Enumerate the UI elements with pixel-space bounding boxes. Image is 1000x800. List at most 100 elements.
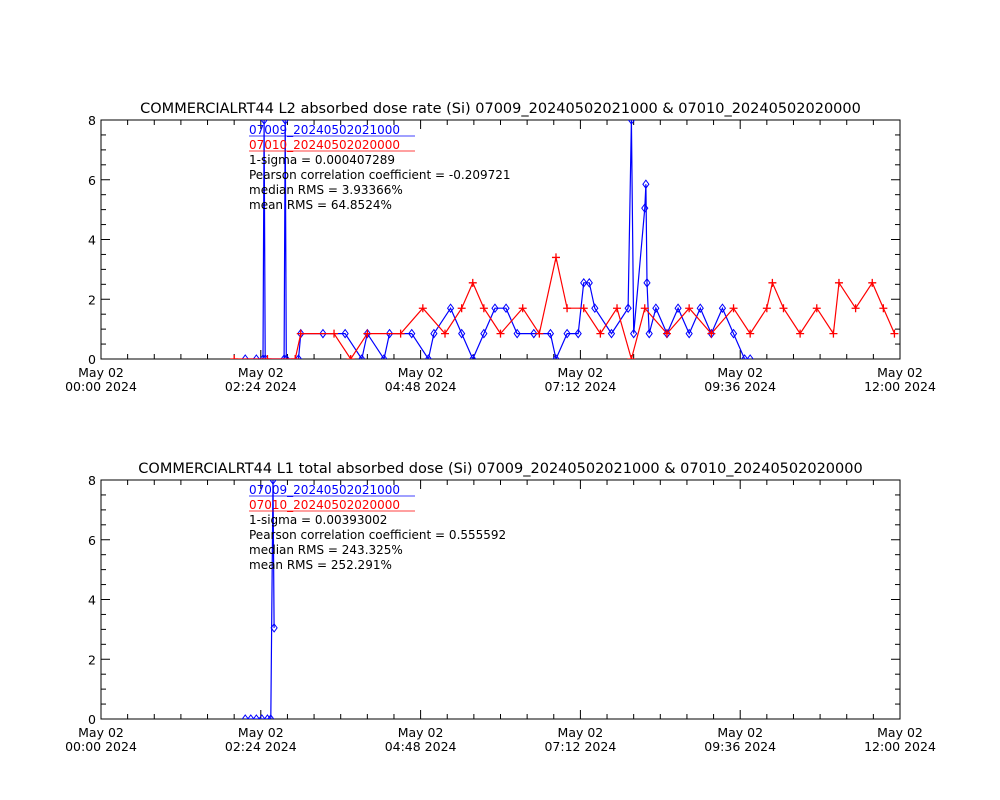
stats-annotation: median RMS = 3.93366% bbox=[249, 183, 403, 197]
y-tick-label: 2 bbox=[88, 292, 96, 307]
data-point-diamond bbox=[630, 328, 638, 339]
x-tick-label: May 02 12:00 2024 bbox=[864, 725, 936, 754]
data-point-plus bbox=[563, 304, 572, 313]
x-tick-label: May 02 09:36 2024 bbox=[704, 365, 776, 394]
data-point-plus bbox=[396, 329, 405, 338]
x-tick-time: 02:24 2024 bbox=[225, 379, 297, 394]
data-point-diamond bbox=[247, 714, 255, 719]
x-tick-date: May 02 bbox=[398, 365, 444, 380]
chart-title: COMMERCIALRT44 L2 absorbed dose rate (Si… bbox=[140, 101, 861, 117]
data-layer bbox=[230, 120, 899, 359]
data-point-plus bbox=[263, 355, 272, 359]
data-point-diamond bbox=[591, 303, 599, 314]
data-point-plus bbox=[796, 329, 805, 338]
data-point-diamond bbox=[491, 303, 499, 314]
y-tick-label: 4 bbox=[88, 233, 96, 248]
x-tick-time: 07:12 2024 bbox=[544, 739, 616, 754]
data-point-plus bbox=[457, 304, 466, 313]
data-point-diamond bbox=[280, 354, 288, 359]
data-point-diamond bbox=[563, 328, 571, 339]
data-point-diamond bbox=[685, 328, 693, 339]
y-tick-label: 4 bbox=[88, 593, 96, 608]
data-point-diamond bbox=[458, 328, 466, 339]
x-tick-label: May 02 07:12 2024 bbox=[544, 725, 616, 754]
plot-frame bbox=[100, 119, 901, 360]
data-point-plus bbox=[418, 304, 427, 313]
data-point-plus bbox=[868, 278, 877, 287]
data-point-diamond bbox=[674, 303, 682, 314]
data-point-plus bbox=[762, 304, 771, 313]
data-point-plus bbox=[627, 355, 636, 359]
x-tick-date: May 02 bbox=[78, 725, 124, 740]
data-point-diamond bbox=[746, 354, 754, 359]
data-point-diamond bbox=[259, 354, 267, 359]
x-tick-label: May 02 02:24 2024 bbox=[225, 725, 297, 754]
chart-panel-2: COMMERCIALRT44 L1 total absorbed dose (S… bbox=[65, 461, 936, 754]
x-tick-date: May 02 bbox=[398, 725, 444, 740]
x-tick-time: 07:12 2024 bbox=[544, 379, 616, 394]
data-point-plus bbox=[330, 329, 339, 338]
x-tick-date: May 02 bbox=[558, 725, 604, 740]
data-point-diamond bbox=[267, 714, 275, 719]
x-tick-label: May 02 04:48 2024 bbox=[385, 725, 457, 754]
data-point-plus bbox=[613, 304, 622, 313]
data-point-diamond bbox=[241, 714, 249, 719]
data-point-plus bbox=[551, 253, 560, 262]
data-point-diamond bbox=[729, 328, 738, 339]
y-tick-label: 6 bbox=[88, 173, 96, 188]
x-tick-date: May 02 bbox=[877, 725, 923, 740]
data-point-diamond bbox=[282, 354, 290, 359]
x-tick-time: 09:36 2024 bbox=[704, 739, 776, 754]
data-point-plus bbox=[779, 304, 788, 313]
chart-title: COMMERCIALRT44 L1 total absorbed dose (S… bbox=[138, 461, 862, 477]
data-point-plus bbox=[535, 329, 544, 338]
x-tick-date: May 02 bbox=[238, 725, 284, 740]
x-tick-label: May 02 09:36 2024 bbox=[704, 725, 776, 754]
data-point-plus bbox=[812, 304, 821, 313]
data-point-diamond bbox=[643, 277, 651, 288]
data-point-diamond bbox=[696, 303, 704, 314]
stats-annotation: 1-sigma = 0.000407289 bbox=[249, 153, 395, 167]
data-point-plus bbox=[768, 278, 777, 287]
data-point-diamond bbox=[270, 623, 278, 633]
data-point-plus bbox=[496, 329, 505, 338]
data-point-plus bbox=[851, 304, 860, 313]
data-point-plus bbox=[834, 278, 843, 287]
data-point-plus bbox=[579, 304, 588, 313]
data-point-diamond bbox=[446, 303, 455, 314]
y-tick-label: 0 bbox=[88, 352, 96, 367]
data-point-diamond bbox=[269, 480, 277, 485]
data-point-diamond bbox=[260, 120, 268, 125]
y-tick-label: 0 bbox=[88, 712, 96, 727]
x-tick-label: May 02 04:48 2024 bbox=[385, 365, 457, 394]
stats-annotation: Pearson correlation coefficient = 0.5555… bbox=[249, 528, 506, 542]
data-point-diamond bbox=[641, 203, 649, 213]
data-point-plus bbox=[707, 329, 716, 338]
data-point-plus bbox=[640, 304, 649, 313]
x-tick-date: May 02 bbox=[877, 365, 923, 380]
y-tick-label: 8 bbox=[88, 473, 96, 488]
data-point-diamond bbox=[580, 277, 588, 288]
data-point-diamond bbox=[480, 328, 488, 339]
data-point-plus bbox=[363, 329, 372, 338]
data-point-diamond bbox=[252, 714, 260, 719]
y-tick-label: 6 bbox=[88, 533, 96, 548]
data-point-diamond bbox=[380, 354, 388, 359]
data-point-diamond bbox=[627, 120, 636, 125]
legend-entry: 07009_20240502021000 bbox=[249, 483, 400, 497]
data-point-plus bbox=[468, 278, 477, 287]
data-point-plus bbox=[879, 304, 888, 313]
x-tick-date: May 02 bbox=[238, 365, 284, 380]
series-line-1 bbox=[245, 120, 751, 359]
data-point-plus bbox=[685, 304, 694, 313]
x-tick-label: May 02 02:24 2024 bbox=[225, 365, 297, 394]
stats-annotation: mean RMS = 252.291% bbox=[249, 558, 392, 572]
data-point-plus bbox=[291, 355, 300, 359]
plot-frame bbox=[100, 479, 901, 720]
legend-entry: 07010_20240502020000 bbox=[249, 138, 400, 152]
data-layer bbox=[241, 480, 278, 719]
data-point-diamond bbox=[642, 179, 650, 190]
data-point-plus bbox=[829, 329, 838, 338]
data-point-diamond bbox=[607, 328, 616, 339]
